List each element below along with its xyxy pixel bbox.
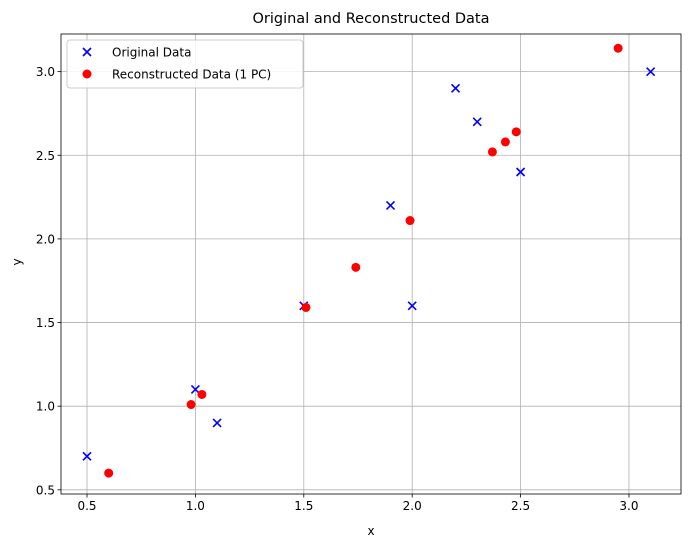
y-tick-label: 2.5	[36, 149, 55, 163]
y-tick-label: 2.0	[36, 232, 55, 246]
original-data-point	[82, 451, 92, 461]
legend-label: Original Data	[112, 46, 191, 60]
reconstructed-data-point	[197, 389, 207, 399]
reconstructed-data-point	[351, 262, 361, 272]
axes-frame	[60, 33, 682, 495]
original-data-point	[450, 83, 461, 93]
plot-area-border	[60, 33, 682, 495]
original-data-point	[516, 167, 526, 177]
x-tick-label: 2.5	[511, 499, 530, 513]
legend-box	[66, 39, 304, 89]
legend-label: Reconstructed Data (1 PC)	[112, 68, 271, 82]
original-data-point	[407, 301, 417, 311]
original-data-point	[212, 418, 222, 428]
data-points	[82, 43, 656, 478]
x-axis-label: x	[367, 524, 374, 538]
y-axis-ticks: 0.5 1.0 1.5 2.0 2.5 3.0	[36, 65, 61, 497]
x-axis-ticks: 0.5 1.0 1.5 2.0 2.5 3.0	[77, 494, 639, 513]
chart-title: Original and Reconstructed Data	[252, 11, 489, 27]
reconstructed-data-point	[511, 127, 521, 137]
original-data-point	[646, 67, 656, 77]
legend: Original Data Reconstructed Data (1 PC)	[66, 39, 304, 89]
x-tick-label: 1.0	[186, 499, 205, 513]
original-data-point	[190, 384, 200, 395]
x-tick-label: 3.0	[619, 499, 638, 513]
x-tick-label: 2.0	[403, 499, 422, 513]
y-tick-label: 3.0	[36, 65, 55, 79]
reconstructed-data-point	[487, 147, 497, 157]
original-data-point	[472, 117, 482, 127]
y-axis-label: y	[10, 258, 24, 265]
legend-marker-reconstructed	[82, 69, 92, 79]
reconstructed-data-point	[186, 400, 196, 410]
y-tick-label: 1.5	[36, 316, 55, 330]
original-data-point	[385, 200, 396, 211]
reconstructed-data-point	[104, 468, 114, 478]
grid-lines	[61, 34, 681, 494]
reconstructed-data-point	[613, 43, 623, 53]
y-tick-label: 1.0	[36, 400, 55, 414]
reconstructed-data-point	[500, 137, 510, 147]
reconstructed-data-point	[405, 216, 415, 226]
legend-marker-original	[82, 47, 92, 57]
x-tick-label: 1.5	[294, 499, 313, 513]
y-tick-label: 0.5	[36, 483, 55, 497]
x-tick-label: 0.5	[77, 499, 96, 513]
reconstructed-data-point	[301, 302, 311, 312]
